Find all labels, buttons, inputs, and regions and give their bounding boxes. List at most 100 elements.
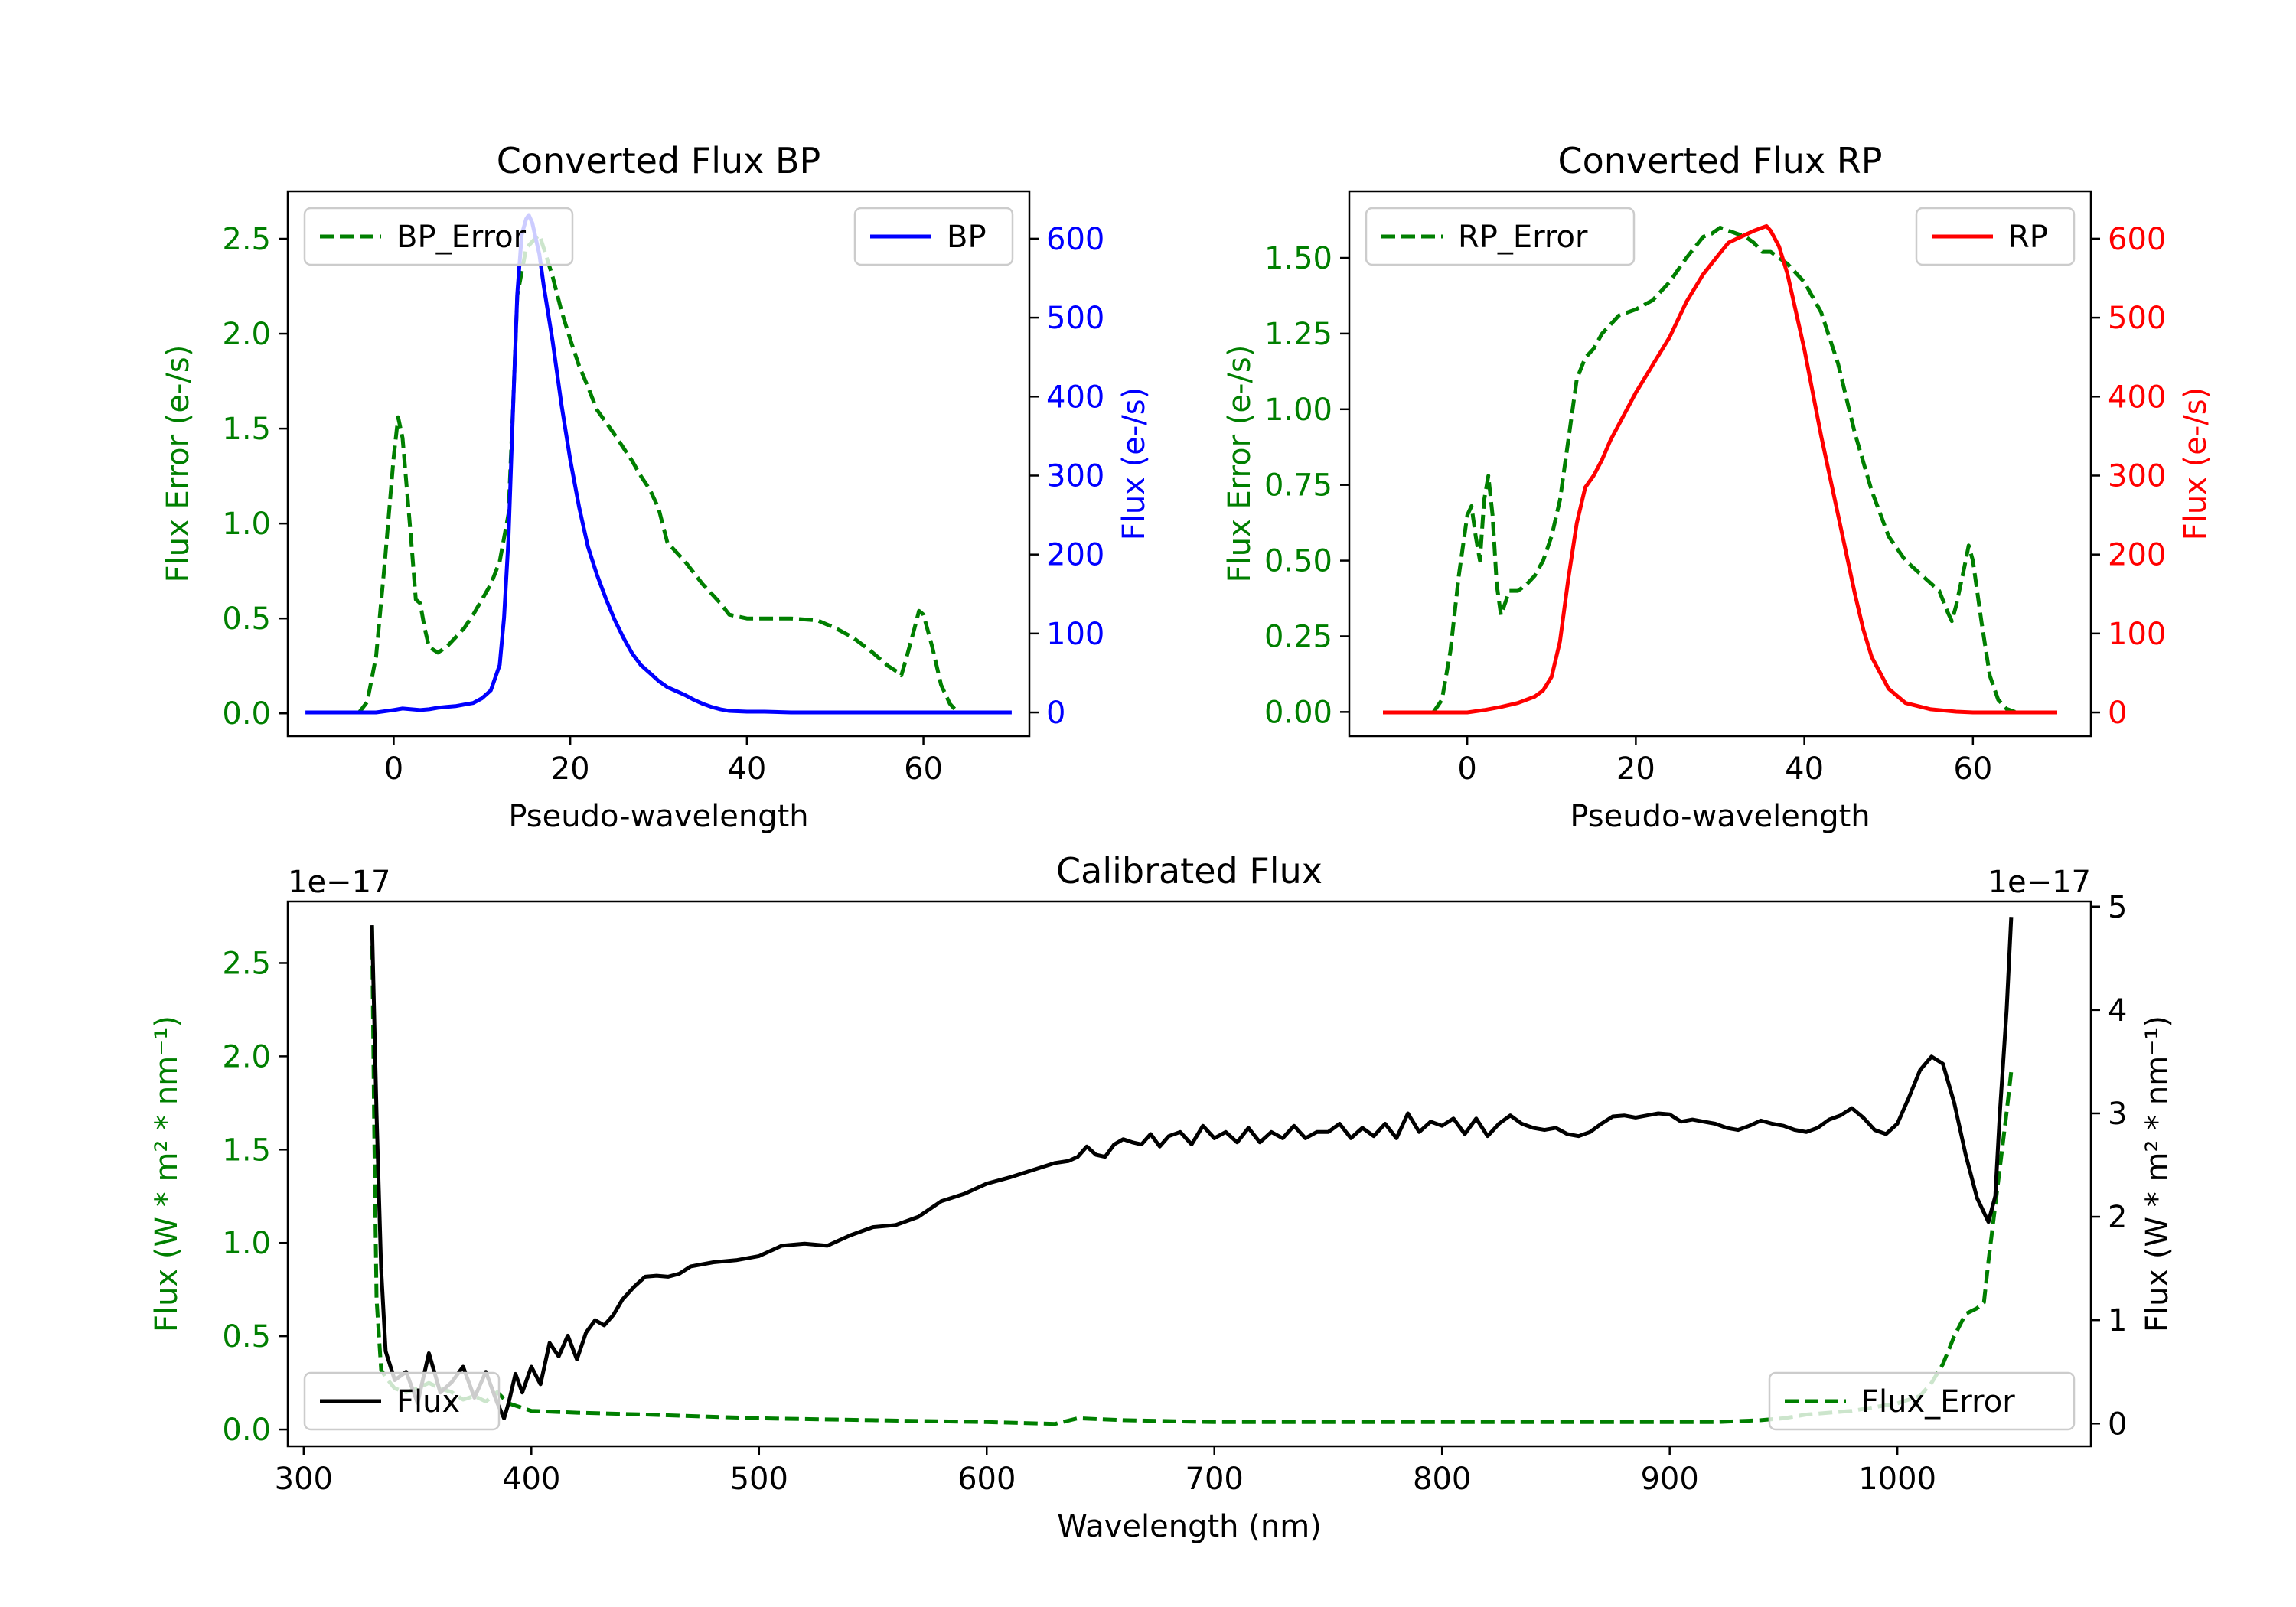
calibrated-y-axis-left-label: Flux (W * m² * nm⁻¹) (149, 1015, 184, 1332)
bp-x-tick-label: 0 (384, 751, 403, 787)
calibrated-y-left-tick-label: 0.0 (222, 1413, 271, 1448)
bp-panel: 0 20 40 60 0.0 0.5 1.0 1.5 2.0 2.5 0 100 200 300 400 50… (161, 140, 1152, 834)
calibrated-title: Calibrated Flux (1056, 850, 1322, 892)
calibrated-y-right-tick-label: 2 (2108, 1200, 2127, 1235)
rp-y-left-tick-label: 0.50 (1264, 544, 1332, 579)
calibrated-x-tick-label: 800 (1413, 1462, 1471, 1497)
rp-y-left-tick-label: 1.25 (1264, 317, 1332, 352)
bp-legend-flux-box (853, 207, 1014, 266)
calibrated-x-tick-label: 700 (1186, 1462, 1244, 1497)
calibrated-y-axis-right-label: Flux (W * m² * nm⁻¹) (2140, 1015, 2175, 1332)
bp-series-layer (305, 213, 1012, 715)
calibrated-y-right-tick-label: 3 (2108, 1097, 2127, 1132)
calibrated-y-right-tick-label: 5 (2108, 890, 2127, 925)
rp-x-tick-label: 40 (1785, 751, 1824, 787)
rp-legend-error-label: RP_Error (1458, 220, 1588, 255)
rp-y-right-tick-label: 0 (2108, 696, 2127, 731)
bp-x-tick-label: 40 (727, 751, 766, 787)
calibrated-x-axis-label: Wavelength (nm) (1057, 1509, 1322, 1544)
calibrated-y-left-tick-label: 2.0 (222, 1039, 271, 1074)
bp-y-left-tick-label: 1.0 (222, 507, 271, 542)
calibrated-x-tick-label: 300 (275, 1462, 333, 1497)
rp-legend-flux-box (1915, 207, 2076, 266)
rp-x-tick-label: 60 (1953, 751, 1992, 787)
rp-y-axis-left-label: Flux Error (e-/s) (1222, 345, 1257, 583)
calibrated-y-right-tick-label: 0 (2108, 1407, 2127, 1442)
calibrated-legend-flux: Flux (303, 1371, 501, 1431)
rp-y-left-tick-label: 1.00 (1264, 393, 1332, 428)
bp-x-tick-label: 60 (904, 751, 943, 787)
calibrated-legend-flux-box (303, 1371, 501, 1431)
calibrated-axes-frame (286, 900, 2092, 1448)
rp-y-left-tick-label: 0.75 (1264, 468, 1332, 504)
calibrated-left-offset-text: 1e−17 (288, 865, 390, 900)
rp-title: Converted Flux RP (1558, 140, 1883, 181)
rp-legend-flux: RP (1915, 207, 2076, 266)
rp-panel: 0 20 40 60 0.00 0.25 0.50 0.75 1.00 1.25 1.50 0 100 2… (1222, 140, 2213, 834)
rp-legend-error: RP_Error (1365, 207, 1636, 266)
calibrated-x-tick-label: 500 (730, 1462, 788, 1497)
rp-series-rp (1383, 223, 2057, 715)
calibrated-legend-error-label: Flux_Error (1861, 1384, 2015, 1420)
calibrated-y-left-tick-label: 2.5 (222, 946, 271, 981)
bp-y-axis-right-label: Flux (e-/s) (1117, 387, 1152, 540)
bp-y-right-tick-label: 600 (1046, 222, 1104, 257)
bp-legend-error-box (303, 207, 574, 266)
calibrated-x-tick-label: 900 (1640, 1462, 1698, 1497)
bp-y-left-tick-label: 2.5 (222, 222, 271, 257)
rp-y-right-tick-label: 100 (2108, 617, 2166, 652)
bp-y-right-tick-label: 400 (1046, 380, 1104, 415)
bp-y-right-tick-label: 200 (1046, 538, 1104, 573)
calibrated-legend-error: Flux_Error (1768, 1371, 2076, 1431)
rp-y-right-tick-label: 600 (2108, 222, 2166, 257)
rp-y-left-tick-label: 0.00 (1264, 695, 1332, 730)
bp-legend-error-label: BP_Error (396, 220, 527, 255)
calibrated-legend-flux-label: Flux (396, 1384, 460, 1420)
calibrated-y-right-tick-label: 1 (2108, 1303, 2127, 1338)
bp-y-axis-left-label: Flux Error (e-/s) (161, 345, 196, 583)
calibrated-x-tick-label: 1000 (1858, 1462, 1936, 1497)
calibrated-legend-error-box (1768, 1371, 2076, 1431)
calibrated-y-left-tick-label: 1.0 (222, 1226, 271, 1261)
calibrated-x-tick-label: 600 (957, 1462, 1016, 1497)
calibrated-ticks: 300 400 500 600 700 800 900 1000 0.0 0.5 1.0 1.5 2.0… (222, 890, 2127, 1497)
rp-y-right-tick-label: 500 (2108, 301, 2166, 336)
rp-y-right-tick-label: 400 (2108, 380, 2166, 415)
calibrated-x-tick-label: 400 (502, 1462, 560, 1497)
rp-x-axis-label: Pseudo-wavelength (1570, 799, 1870, 834)
calibrated-series-flux (370, 917, 2014, 1420)
rp-legend-error-box (1365, 207, 1636, 266)
calibrated-y-right-tick-label: 4 (2108, 993, 2127, 1028)
bp-legend-flux-label: BP (947, 220, 987, 255)
bp-y-left-tick-label: 1.5 (222, 412, 271, 447)
bp-x-axis-label: Pseudo-wavelength (508, 799, 808, 834)
rp-y-right-tick-label: 300 (2108, 458, 2166, 494)
rp-series-rp-error (1432, 226, 2016, 714)
bp-y-right-tick-label: 500 (1046, 301, 1104, 336)
rp-ticks: 0 20 40 60 0.00 0.25 0.50 0.75 1.00 1.25 1.50 0 100 2… (1264, 222, 2166, 787)
bp-legend-flux: BP (853, 207, 1014, 266)
bp-ticks: 0 20 40 60 0.0 0.5 1.0 1.5 2.0 2.5 0 100 200 300 400 50… (222, 222, 1104, 787)
rp-y-axis-right-label: Flux (e-/s) (2178, 387, 2213, 540)
rp-x-tick-label: 0 (1457, 751, 1476, 787)
calibrated-panel: 300 400 500 600 700 800 900 1000 0.0 0.5 1.0 1.5 2.0… (149, 850, 2175, 1544)
calibrated-right-offset-text: 1e−17 (1988, 865, 2091, 900)
bp-legend-error: BP_Error (303, 207, 574, 266)
bp-y-left-tick-label: 2.0 (222, 317, 271, 352)
bp-series-bp-error (357, 233, 960, 715)
rp-x-tick-label: 20 (1616, 751, 1655, 787)
calibrated-y-left-tick-label: 0.5 (222, 1319, 271, 1354)
rp-axes-frame (1348, 190, 2092, 738)
bp-x-tick-label: 20 (551, 751, 590, 787)
bp-series-bp (305, 213, 1012, 715)
bp-y-right-tick-label: 0 (1046, 696, 1065, 731)
rp-legend-flux-label: RP (2008, 220, 2048, 255)
rp-series-layer (1383, 223, 2057, 715)
bp-title: Converted Flux BP (497, 140, 821, 181)
bp-y-right-tick-label: 300 (1046, 458, 1104, 494)
rp-y-right-tick-label: 200 (2108, 538, 2166, 573)
bp-y-left-tick-label: 0.5 (222, 601, 271, 637)
calibrated-y-left-tick-label: 1.5 (222, 1133, 271, 1168)
